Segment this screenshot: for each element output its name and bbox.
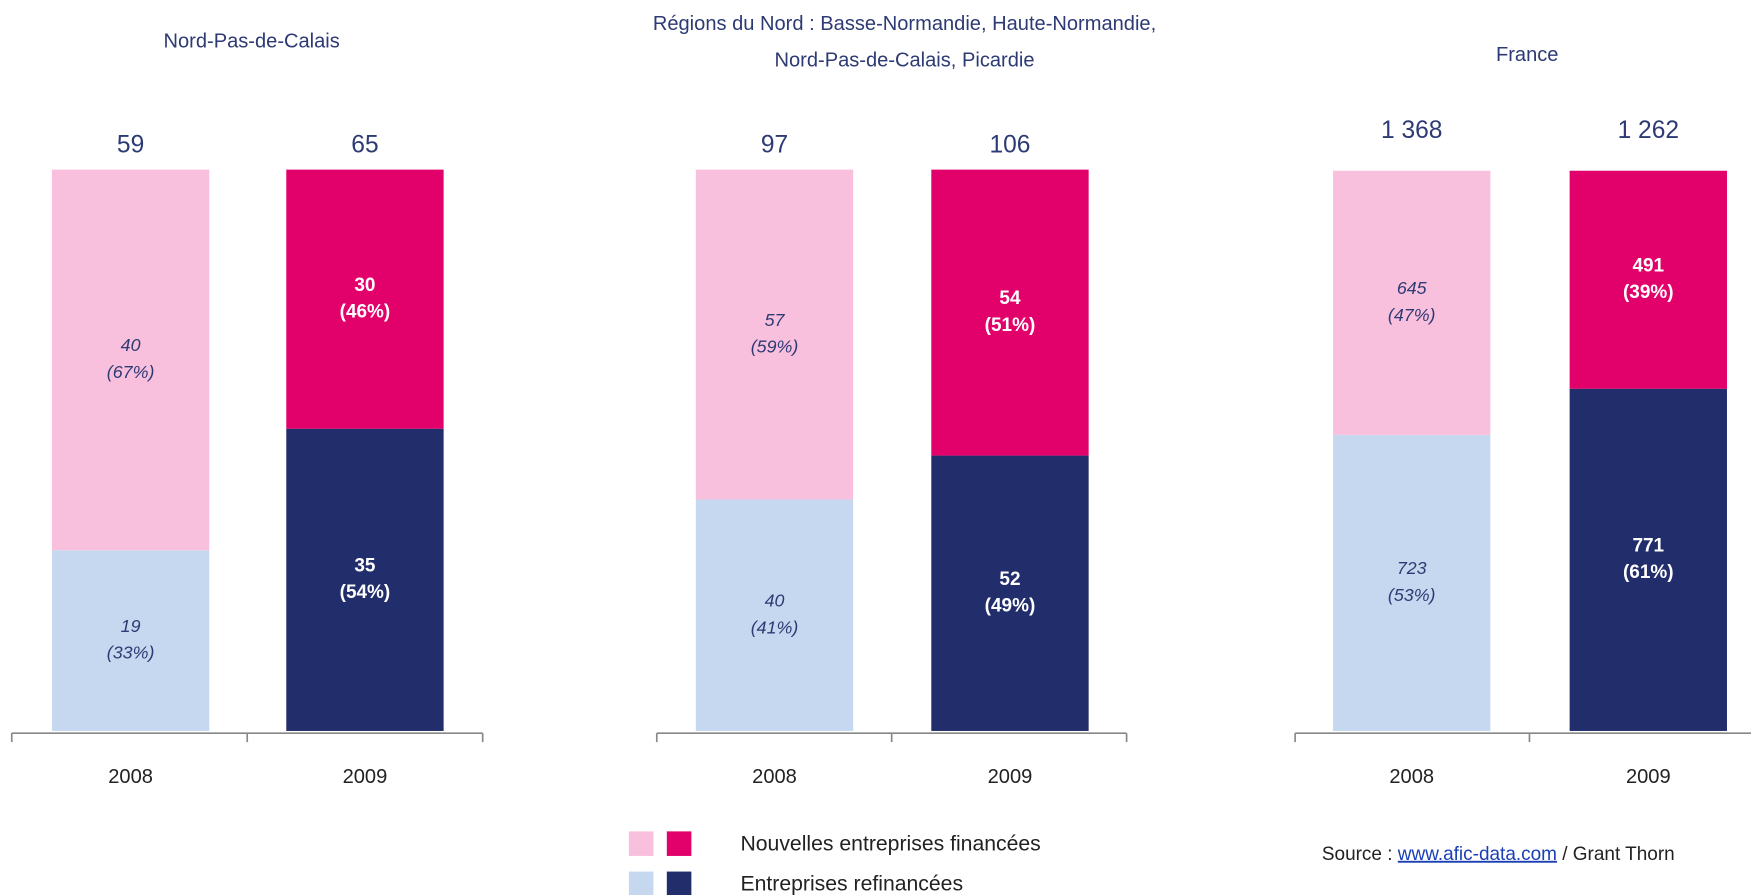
bar-segment bbox=[931, 455, 1089, 731]
value-label: 645 bbox=[1397, 278, 1427, 298]
legend-swatch bbox=[628, 871, 654, 895]
legend-swatch bbox=[666, 871, 692, 895]
source-suffix: / Grant Thorn bbox=[1557, 844, 1675, 865]
value-label: 40 bbox=[121, 335, 141, 355]
percent-label: (53%) bbox=[1388, 585, 1436, 605]
percent-label: (54%) bbox=[340, 582, 391, 603]
value-label: 40 bbox=[765, 591, 785, 611]
bar-segment bbox=[931, 169, 1089, 456]
percent-label: (41%) bbox=[751, 617, 799, 637]
value-label: 54 bbox=[999, 288, 1021, 309]
value-label: 491 bbox=[1632, 255, 1664, 276]
legend-swatch bbox=[666, 831, 692, 856]
x-tick-label: 2008 bbox=[108, 766, 153, 788]
percent-label: (59%) bbox=[751, 337, 799, 357]
bar-segment bbox=[1333, 434, 1491, 731]
legend-label: Nouvelles entreprises financées bbox=[740, 832, 1040, 855]
total-label: 97 bbox=[761, 132, 788, 159]
bar-segment bbox=[1333, 170, 1491, 435]
value-label: 57 bbox=[765, 310, 786, 330]
bar-segment bbox=[1569, 388, 1727, 731]
chart-title: France bbox=[1496, 44, 1559, 66]
bar-segment bbox=[286, 428, 444, 731]
value-label: 35 bbox=[354, 555, 376, 576]
bar-segment bbox=[695, 499, 854, 731]
x-tick-label: 2009 bbox=[343, 766, 388, 788]
legend-swatch bbox=[628, 831, 654, 856]
x-tick-label: 2009 bbox=[1626, 766, 1671, 788]
source-prefix: Source : bbox=[1322, 844, 1398, 865]
x-tick-label: 2008 bbox=[752, 766, 797, 788]
bar-segment bbox=[286, 169, 444, 429]
source-link[interactable]: www.afic-data.com bbox=[1397, 844, 1557, 865]
chart-title: Nord-Pas-de-Calais bbox=[164, 31, 340, 53]
total-label: 1 262 bbox=[1618, 117, 1679, 144]
bar-segment bbox=[695, 169, 854, 500]
bar-segment bbox=[1569, 170, 1727, 389]
percent-label: (39%) bbox=[1623, 282, 1674, 303]
x-tick-label: 2009 bbox=[988, 766, 1033, 788]
total-label: 59 bbox=[117, 132, 144, 159]
total-label: 65 bbox=[351, 132, 378, 159]
percent-label: (46%) bbox=[340, 302, 391, 323]
percent-label: (67%) bbox=[107, 362, 155, 382]
legend-label: Entreprises refinancées bbox=[740, 873, 963, 895]
bar-segment bbox=[51, 169, 210, 551]
value-label: 771 bbox=[1632, 535, 1664, 556]
total-label: 106 bbox=[989, 132, 1030, 159]
source: Source : www.afic-data.com / Grant Thorn bbox=[1322, 844, 1675, 865]
bar-segment bbox=[51, 550, 210, 731]
percent-label: (47%) bbox=[1388, 305, 1436, 325]
x-tick-label: 2008 bbox=[1389, 766, 1434, 788]
value-label: 723 bbox=[1397, 558, 1427, 578]
total-label: 1 368 bbox=[1381, 117, 1442, 144]
chart-title: Nord-Pas-de-Calais, Picardie bbox=[775, 50, 1035, 72]
value-label: 52 bbox=[999, 569, 1020, 590]
percent-label: (61%) bbox=[1623, 562, 1674, 583]
percent-label: (33%) bbox=[107, 643, 155, 663]
value-label: 19 bbox=[121, 616, 141, 636]
percent-label: (51%) bbox=[985, 315, 1036, 336]
chart-title: Régions du Nord : Basse-Normandie, Haute… bbox=[653, 13, 1156, 35]
percent-label: (49%) bbox=[985, 596, 1036, 617]
value-label: 30 bbox=[354, 275, 375, 296]
